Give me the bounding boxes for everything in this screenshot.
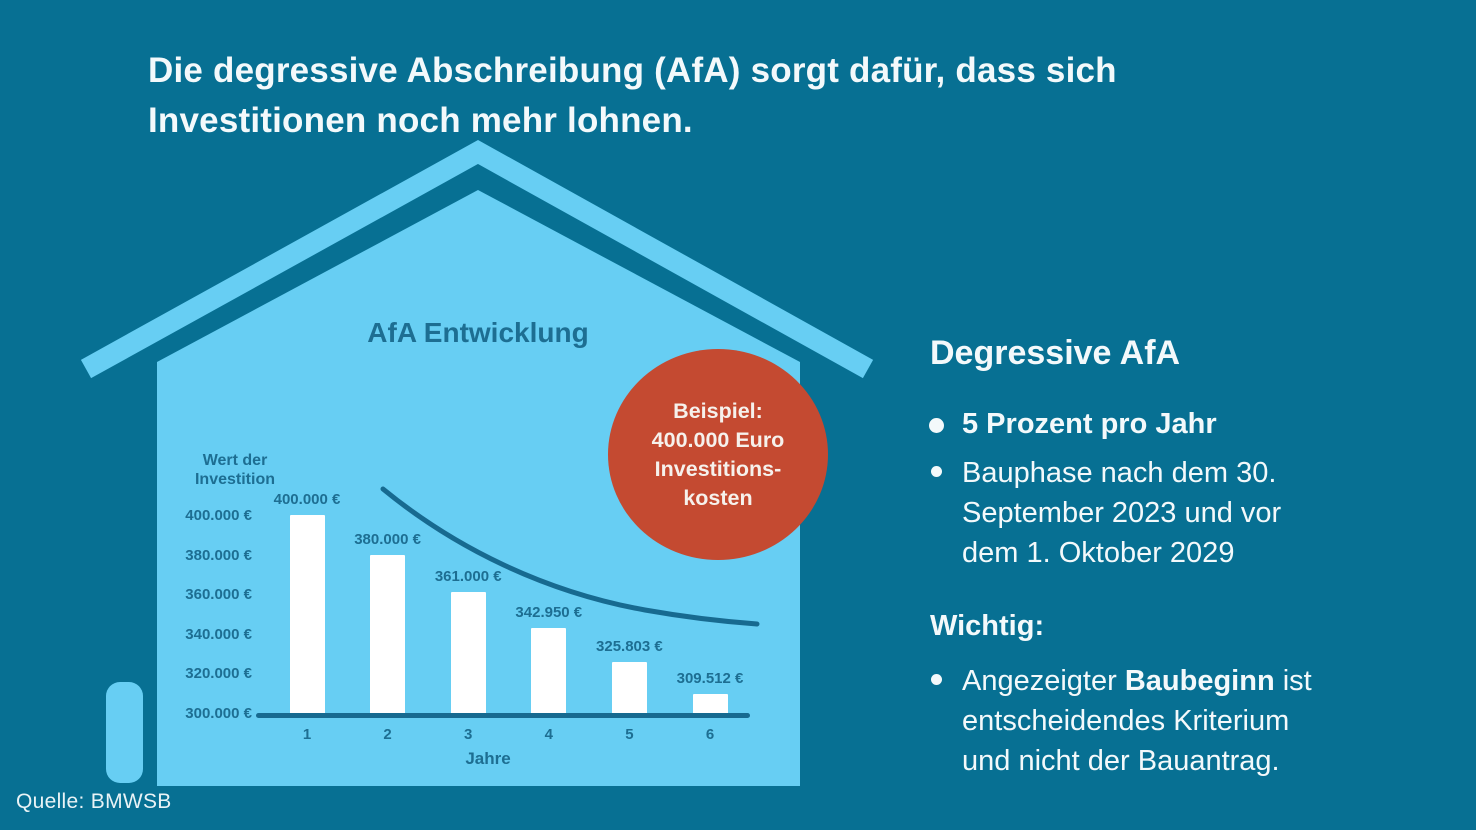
bullet-baubeginn-prefix: Angezeigter: [962, 665, 1125, 697]
y-tick-label: 340.000 €: [185, 625, 252, 643]
bar: [531, 627, 567, 715]
bullet-dot: [929, 418, 944, 433]
bar-value-label: 361.000 €: [434, 568, 502, 586]
headline: Die degressive Abschreibung (AfA) sorgt …: [148, 51, 1117, 140]
bar-value-label: 400.000 €: [273, 491, 341, 508]
y-tick-label: 400.000 €: [185, 507, 252, 524]
y-axis-label: Wert der Investition: [194, 452, 275, 488]
bar-value-label: 325.803 €: [596, 637, 663, 655]
wichtig-heading: Wichtig:: [930, 610, 1045, 642]
bullet-bauphase: Bauphase nach dem 30. September 2023 und…: [962, 457, 1282, 569]
x-tick-label: 1: [302, 726, 312, 743]
y-tick-label: 380.000 €: [185, 546, 252, 564]
bar-value-label: 309.512 €: [676, 670, 744, 688]
bar: [450, 592, 486, 715]
bar: [370, 554, 406, 715]
x-tick-label: 2: [383, 726, 392, 743]
y-tick-label: 360.000 €: [185, 586, 252, 604]
bullet-baubeginn-suffix: ist entscheidendes Kriterium und nicht d…: [962, 665, 1312, 777]
x-axis-label: Jahre: [465, 749, 511, 768]
bar: [289, 515, 325, 715]
example-badge-text: Beispiel: 400.000 Euro Investitions- kos…: [651, 398, 785, 510]
chimney-bar-icon: [106, 682, 143, 783]
x-tick-label: 4: [544, 726, 553, 743]
x-tick-label: 5: [625, 726, 634, 743]
bullet-dot: [931, 674, 942, 685]
bullet-baubeginn: Angezeigter Baubeginn ist entscheidendes…: [962, 661, 1312, 781]
bar-value-label: 380.000 €: [354, 530, 421, 548]
y-tick-label: 300.000 €: [185, 705, 252, 722]
panel-heading: Degressive AfA: [930, 334, 1181, 372]
bullet-dot: [931, 466, 942, 477]
bar: [611, 661, 647, 715]
example-badge: Beispiel: 400.000 Euro Investitions- kos…: [608, 349, 828, 560]
bar: [692, 694, 728, 715]
bullet-baubeginn-bold: Baubeginn: [1124, 665, 1275, 697]
x-tick-label: 6: [705, 726, 715, 743]
depreciation-curve: [380, 486, 760, 627]
source-credit: Quelle: BMWSB: [16, 790, 172, 813]
x-tick-label: 3: [464, 726, 473, 743]
y-tick-label: 320.000 €: [185, 665, 252, 683]
bullet-prozent: 5 Prozent pro Jahr: [962, 408, 1217, 440]
roof-icon: [80, 139, 874, 379]
x-axis-line: [256, 713, 750, 718]
chart-title: AfA Entwicklung: [367, 317, 589, 348]
bar-value-label: 342.950 €: [515, 603, 583, 621]
